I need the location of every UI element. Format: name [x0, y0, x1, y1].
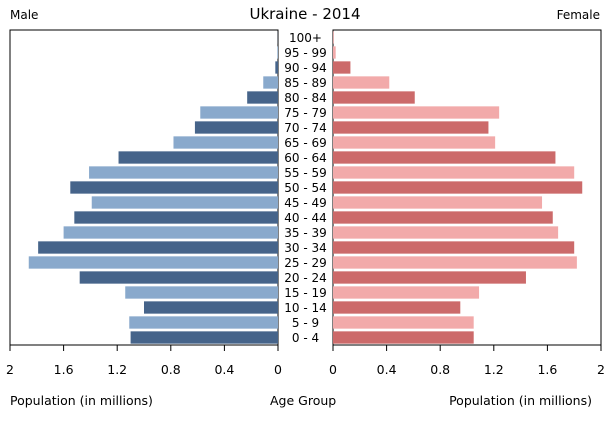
age-group-label: 70 - 74	[284, 121, 327, 135]
age-group-label: 60 - 64	[284, 151, 327, 165]
male-bar	[118, 151, 278, 164]
right-axis-tick-label: 1.6	[537, 362, 557, 377]
age-group-label: 40 - 44	[284, 211, 327, 225]
female-label: Female	[556, 8, 600, 22]
male-bar	[38, 241, 278, 254]
female-bar	[333, 136, 496, 149]
age-group-label: 30 - 34	[284, 241, 327, 255]
age-group-label: 90 - 94	[284, 61, 327, 75]
left-axis-tick-label: 0.4	[214, 362, 234, 377]
male-bar	[79, 271, 279, 284]
female-bar	[333, 91, 415, 104]
male-bar	[194, 121, 278, 134]
right-axis-tick-label: 0.4	[377, 362, 397, 377]
age-group-label: 0 - 4	[292, 331, 319, 345]
left-axis-tick-label: 1.2	[107, 362, 127, 377]
left-axis-label: Population (in millions)	[10, 393, 153, 408]
female-bar	[333, 196, 543, 209]
male-bar	[74, 211, 278, 224]
male-bar	[173, 136, 278, 149]
female-bar	[333, 301, 461, 314]
male-bar	[275, 61, 278, 74]
female-bar	[333, 46, 336, 59]
male-bar	[89, 166, 278, 179]
age-group-label: 75 - 79	[284, 106, 327, 120]
left-axis-tick-label: 0.8	[161, 362, 181, 377]
age-group-label: 80 - 84	[284, 91, 327, 105]
age-group-label: 65 - 69	[284, 136, 327, 150]
female-bar	[333, 151, 556, 164]
female-bar	[333, 316, 474, 329]
right-axis-label: Population (in millions)	[449, 393, 592, 408]
male-bar	[28, 256, 279, 269]
age-group-label: 5 - 9	[292, 316, 319, 330]
left-axis-tick-label: 1.6	[54, 362, 74, 377]
female-bar	[333, 286, 480, 299]
chart-title: Ukraine - 2014	[249, 5, 361, 23]
female-bar	[333, 31, 334, 44]
male-label: Male	[10, 8, 39, 22]
age-group-label: 55 - 59	[284, 166, 327, 180]
female-bar	[333, 106, 500, 119]
left-axis-tick-label: 2	[6, 362, 14, 377]
male-bar	[70, 181, 278, 194]
female-bar	[333, 76, 390, 89]
age-group-label: 20 - 24	[284, 271, 327, 285]
right-axis-tick-label: 0.8	[430, 362, 450, 377]
center-axis-label: Age Group	[270, 393, 337, 408]
age-group-label: 45 - 49	[284, 196, 327, 210]
male-bar	[277, 46, 278, 59]
left-axis-tick-label: 0	[274, 362, 282, 377]
male-bar	[63, 226, 278, 239]
female-bar	[333, 166, 575, 179]
female-bar	[333, 256, 577, 269]
female-bar	[333, 271, 526, 284]
female-bar	[333, 181, 583, 194]
age-group-label: 35 - 39	[284, 226, 327, 240]
age-group-label: 85 - 89	[284, 76, 327, 90]
female-bar	[333, 226, 559, 239]
female-bar	[333, 61, 351, 74]
right-axis-tick-label: 0	[329, 362, 337, 377]
male-bar	[247, 91, 278, 104]
male-bar	[125, 286, 279, 299]
male-bar	[129, 316, 278, 329]
age-group-label: 10 - 14	[284, 301, 327, 315]
age-group-label: 15 - 19	[284, 286, 327, 300]
right-axis-tick-label: 2	[597, 362, 605, 377]
age-group-label: 50 - 54	[284, 181, 327, 195]
male-bar	[130, 331, 278, 344]
age-group-label: 25 - 29	[284, 256, 327, 270]
male-bar	[91, 196, 279, 209]
age-group-label: 95 - 99	[284, 46, 327, 60]
female-bar	[333, 331, 474, 344]
male-bar	[200, 106, 278, 119]
male-bar	[144, 301, 278, 314]
female-bar	[333, 241, 575, 254]
female-bar	[333, 211, 553, 224]
female-bar	[333, 121, 489, 134]
right-axis-tick-label: 1.2	[484, 362, 504, 377]
male-bar	[263, 76, 278, 89]
age-group-label: 100+	[289, 31, 322, 45]
